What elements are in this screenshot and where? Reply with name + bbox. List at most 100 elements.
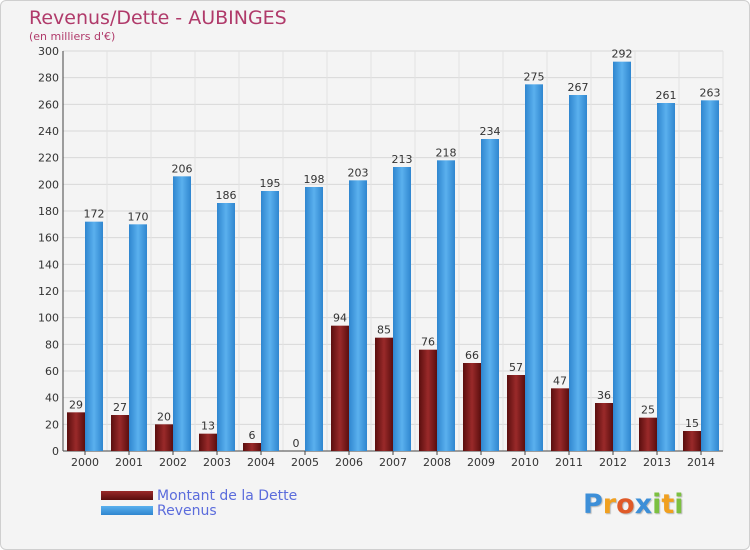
- data-label-revenue: 275: [524, 70, 545, 83]
- proxiti-logo: Proxiti: [583, 489, 684, 520]
- data-label-debt: 27: [113, 401, 127, 414]
- legend: Montant de la Dette Revenus: [101, 487, 298, 519]
- bar-revenue: [657, 103, 675, 451]
- bar-debt: [551, 388, 569, 451]
- bar-revenue: [217, 203, 235, 451]
- bar-revenue: [437, 160, 455, 452]
- x-tick-label: 2011: [555, 456, 583, 469]
- data-label-debt: 76: [421, 336, 435, 349]
- bar-revenue: [349, 180, 367, 452]
- data-label-debt: 13: [201, 420, 215, 433]
- x-tick-label: 2008: [423, 456, 451, 469]
- data-label-revenue: 203: [348, 166, 369, 179]
- x-tick-label: 2013: [643, 456, 671, 469]
- bar-revenue: [173, 176, 191, 452]
- bar-revenue: [261, 191, 279, 451]
- chart-title: Revenus/Dette - AUBINGES: [29, 7, 287, 29]
- x-tick-label: 2007: [379, 456, 407, 469]
- chart-subtitle: (en milliers d'€): [29, 30, 116, 43]
- data-label-debt: 15: [685, 417, 699, 430]
- data-label-debt: 57: [509, 361, 523, 374]
- y-tick-label: 180: [38, 205, 59, 218]
- data-label-debt: 0: [293, 437, 300, 450]
- bar-debt: [243, 443, 261, 451]
- y-tick-label: 80: [45, 338, 59, 351]
- bars: [67, 61, 719, 452]
- data-label-debt: 66: [465, 349, 479, 362]
- bar-revenue: [85, 221, 103, 451]
- data-label-revenue: 261: [656, 89, 677, 102]
- data-label-revenue: 170: [128, 210, 149, 223]
- y-tick-label: 260: [38, 98, 59, 111]
- data-label-revenue: 186: [216, 189, 237, 202]
- data-label-revenue: 292: [612, 48, 633, 61]
- bar-revenue: [613, 61, 631, 452]
- bar-revenue: [129, 224, 147, 451]
- data-label-revenue: 263: [700, 86, 721, 99]
- bar-debt: [639, 417, 657, 451]
- data-label-revenue: 172: [84, 208, 105, 221]
- data-label-revenue: 218: [436, 146, 457, 159]
- legend-swatch-debt: [101, 491, 153, 500]
- y-tick-label: 140: [38, 258, 59, 271]
- x-tick-label: 2006: [335, 456, 363, 469]
- data-label-debt: 6: [249, 429, 256, 442]
- bar-revenue: [525, 84, 543, 451]
- x-tick-label: 2004: [247, 456, 275, 469]
- data-label-debt: 85: [377, 324, 391, 337]
- data-label-debt: 47: [553, 374, 567, 387]
- logo-letter: P: [583, 489, 603, 520]
- logo-letter: i: [674, 489, 684, 520]
- logo-letter: x: [634, 489, 653, 520]
- legend-label-revenue: Revenus: [157, 502, 217, 519]
- data-label-debt: 36: [597, 389, 611, 402]
- x-tick-label: 2001: [115, 456, 143, 469]
- data-label-revenue: 234: [480, 125, 501, 138]
- bar-debt: [67, 412, 85, 451]
- logo-letter: o: [616, 489, 635, 520]
- x-tick-label: 2000: [71, 456, 99, 469]
- y-tick-label: 200: [38, 178, 59, 191]
- data-label-debt: 94: [333, 312, 347, 325]
- bar-revenue: [393, 167, 411, 451]
- bar-debt: [683, 431, 701, 451]
- data-label-debt: 25: [641, 404, 655, 417]
- y-tick-label: 280: [38, 72, 59, 85]
- y-tick-label: 220: [38, 152, 59, 165]
- legend-item-debt: Montant de la Dette: [101, 487, 298, 504]
- axes: 0204060801001201401601802002202402602803…: [38, 45, 723, 469]
- bar-debt: [111, 415, 129, 451]
- x-tick-label: 2009: [467, 456, 495, 469]
- bar-revenue: [481, 139, 499, 451]
- y-tick-label: 60: [45, 365, 59, 378]
- data-label-revenue: 206: [172, 162, 193, 175]
- legend-swatch-revenue: [101, 506, 153, 515]
- logo-letter: r: [602, 489, 617, 520]
- bar-debt: [155, 424, 173, 451]
- y-tick-label: 120: [38, 285, 59, 298]
- data-label-revenue: 213: [392, 153, 413, 166]
- bar-debt: [375, 337, 393, 451]
- legend-label-debt: Montant de la Dette: [157, 487, 298, 504]
- x-tick-label: 2010: [511, 456, 539, 469]
- x-tick-label: 2014: [687, 456, 715, 469]
- bar-revenue: [305, 187, 323, 451]
- logo-letter: i: [652, 489, 662, 520]
- x-tick-label: 2002: [159, 456, 187, 469]
- data-label-revenue: 195: [260, 177, 281, 190]
- data-label-revenue: 267: [568, 81, 589, 94]
- y-tick-label: 160: [38, 232, 59, 245]
- y-tick-label: 100: [38, 312, 59, 325]
- data-label-debt: 29: [69, 398, 83, 411]
- y-tick-label: 40: [45, 392, 59, 405]
- bar-debt: [199, 433, 217, 451]
- bar-revenue: [701, 100, 719, 451]
- bar-debt: [331, 325, 349, 451]
- bar-debt: [507, 375, 525, 451]
- data-label-revenue: 198: [304, 173, 325, 186]
- bar-debt: [595, 403, 613, 451]
- bar-debt: [463, 363, 481, 451]
- y-tick-label: 240: [38, 125, 59, 138]
